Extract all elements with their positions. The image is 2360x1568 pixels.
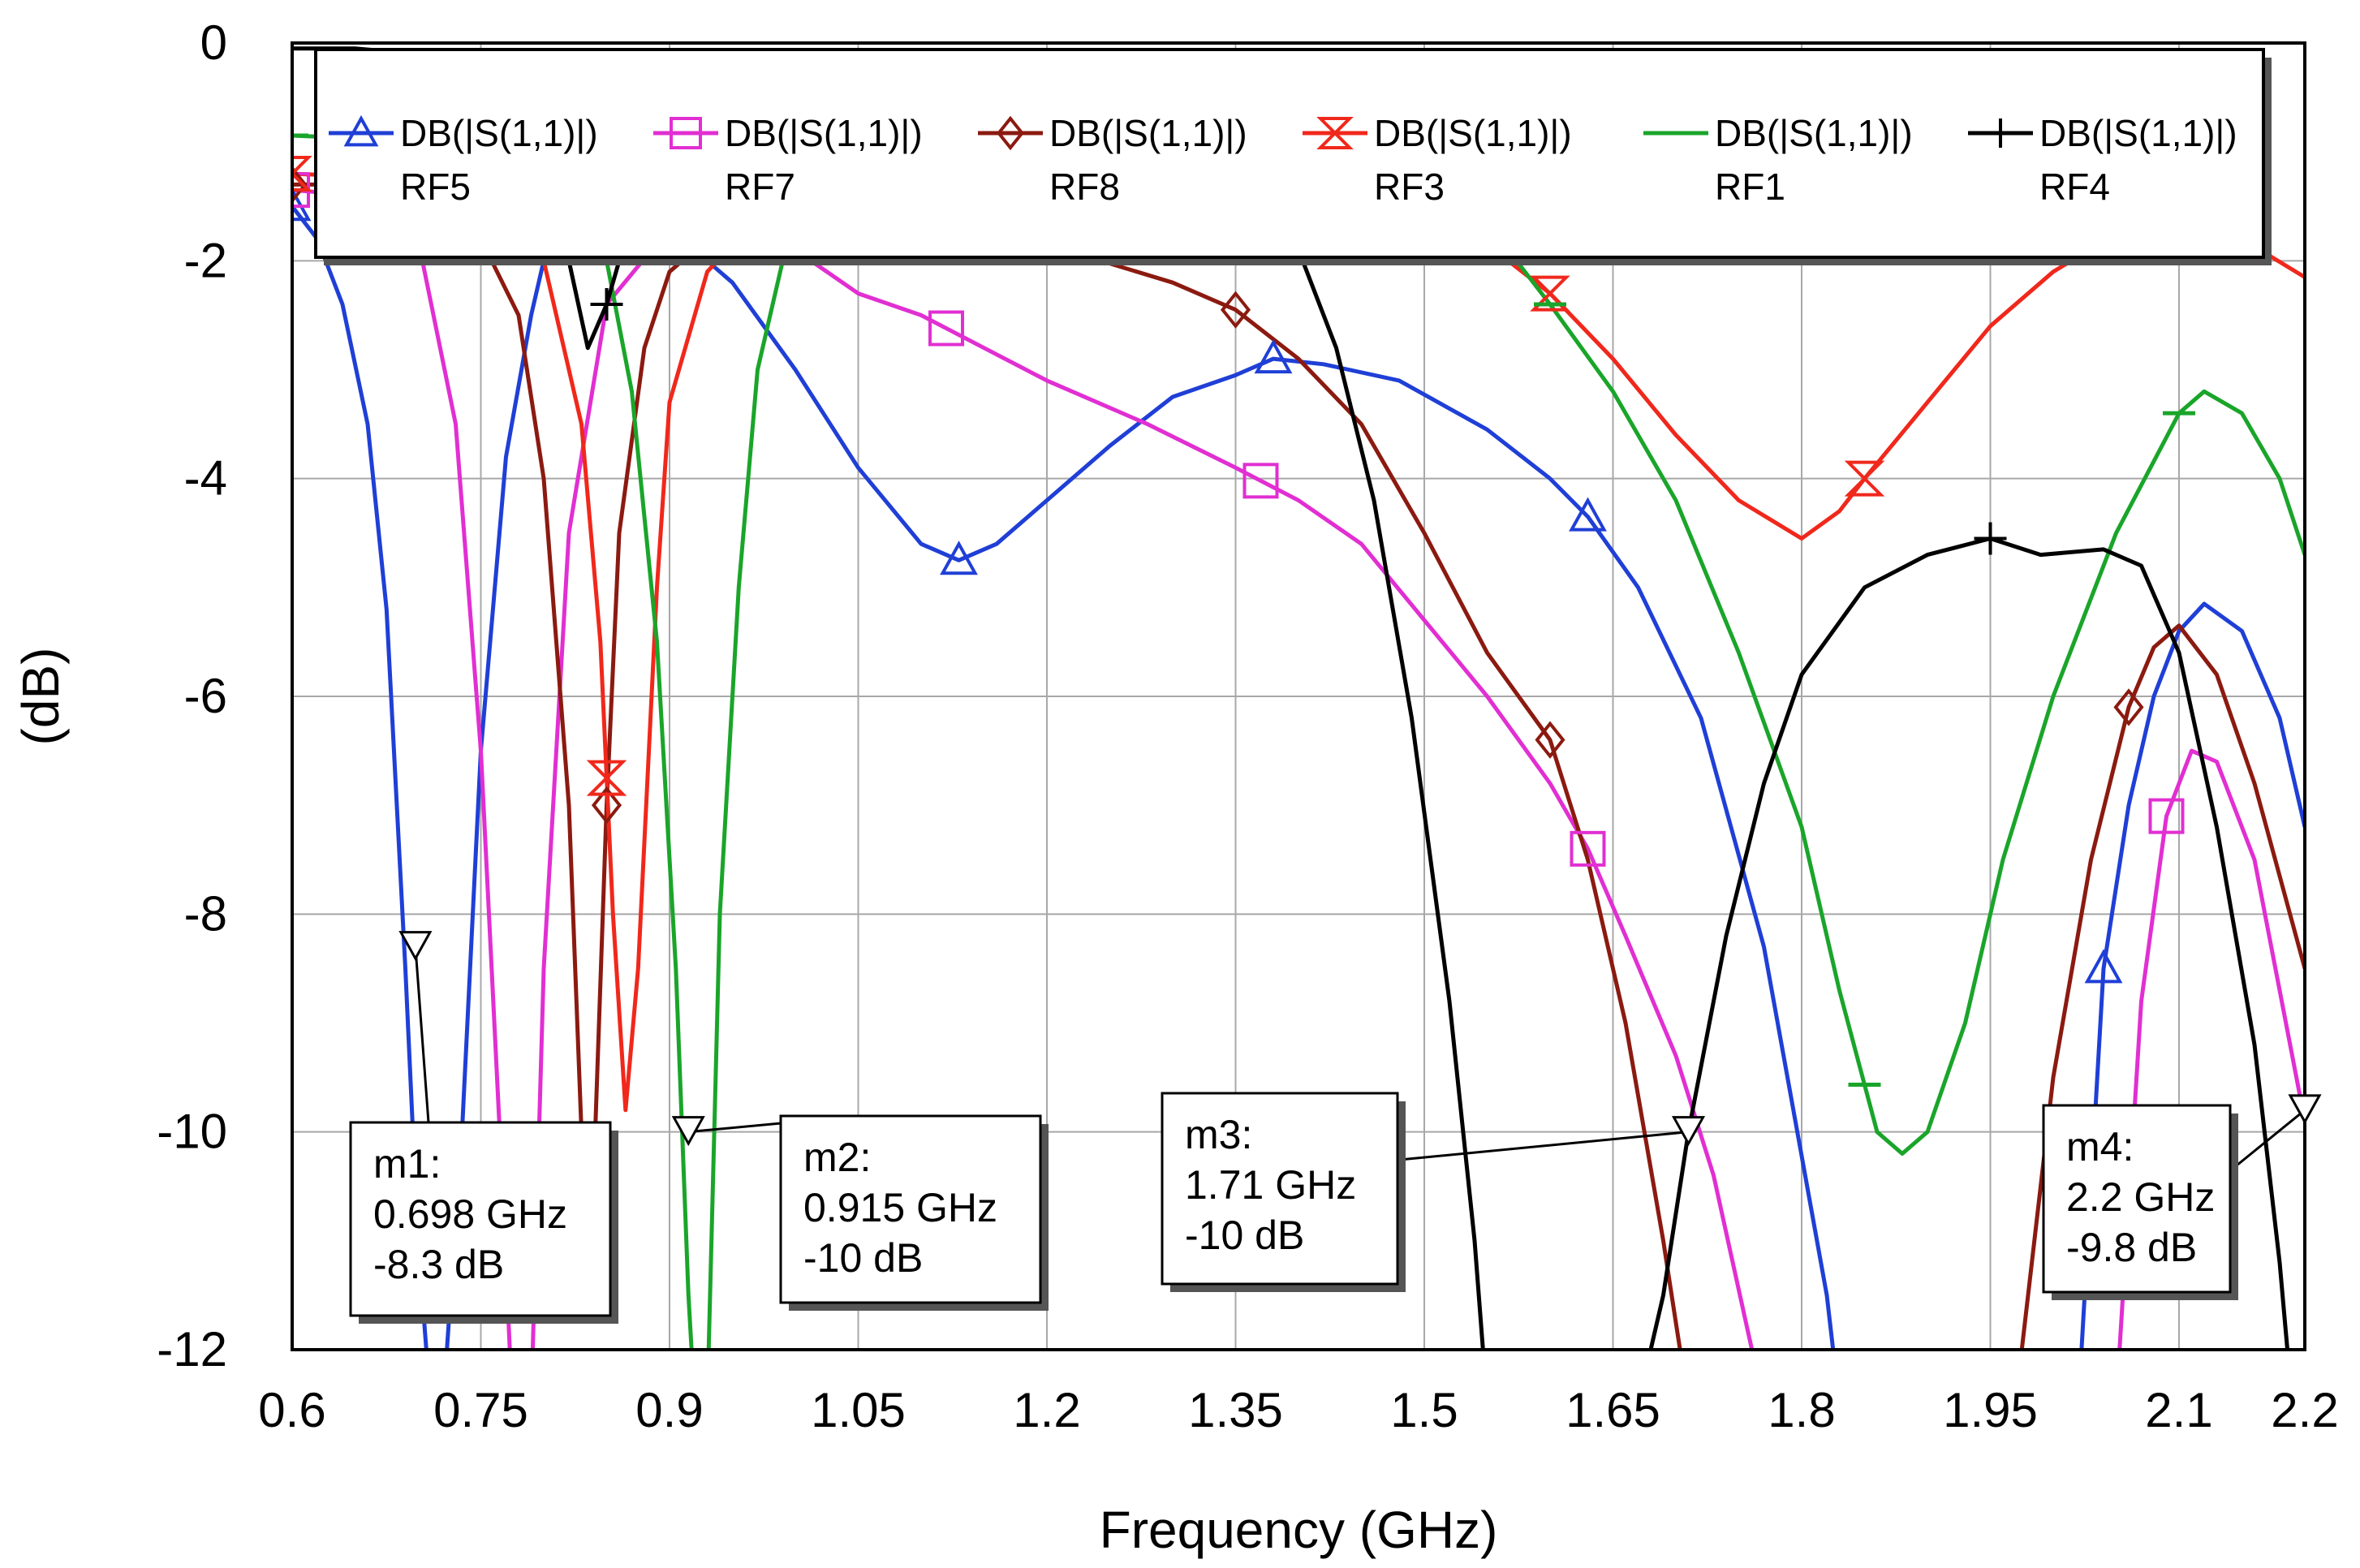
legend-label: DB(|S(1,1)|) [725,112,923,154]
series-marker-rf8 [591,786,622,825]
marker-pointer [398,931,433,962]
y-axis-ticks: 0 -2 -4 -6 -8 -10 -12 [157,15,227,1376]
series-line-rf7 [292,187,2305,1350]
marker-callout-box [2042,1104,2232,1294]
series-marker-rf7 [2148,798,2185,834]
series-marker-rf5 [2084,949,2123,984]
legend-marker-rf5 [343,114,379,147]
marker-pointer [671,1116,705,1147]
series-marker-rf4 [292,43,308,65]
legend-label: DB(|S(1,1)|) [1374,112,1572,154]
marker-callout-box [1161,1092,1399,1286]
data-marker-layer [292,43,2195,1088]
legend-label: DB(|S(1,1)|) [2039,112,2237,154]
series-marker-rf4 [590,288,623,321]
marker-callout-box [779,1114,1042,1304]
marker-leader-line [1397,1131,1689,1161]
marker-callout-value: -8.3 dB [373,1242,504,1287]
marker-callout-name: m1: [373,1141,441,1187]
marker-leader-line [414,946,430,1123]
legend-label: DB(|S(1,1)|) [400,112,598,154]
legend-marker-rf3 [1316,117,1354,149]
legend: DB(|S(1,1)|) RF5 DB(|S(1,1)|) RF7 DB(|S(1,1)… [314,48,2272,265]
x-tick-label: 1.8 [1768,1383,1835,1437]
series-marker-rf8 [292,166,308,204]
y-axis-title: (dB) [11,648,70,746]
y-tick-label: -6 [184,669,227,723]
x-tick-label: 1.65 [1565,1383,1660,1437]
series-marker-rf3 [1844,460,1885,497]
marker-callout-value: -10 dB [1185,1213,1304,1258]
legend-marker-rf7 [670,117,702,149]
series-marker-rf8 [1220,291,1251,329]
marker-pointer [2288,1094,2322,1125]
y-tick-label: -12 [157,1322,227,1376]
x-tick-label: 2.1 [2145,1383,2212,1437]
marker-callout-frequency: 1.71 GHz [1185,1162,1356,1208]
series-marker-rf3 [586,760,627,796]
legend-marker-rf4 [1986,118,2015,148]
y-tick-label: -8 [184,886,227,941]
y-tick-label: 0 [200,15,227,70]
x-tick-label: 0.9 [635,1383,703,1437]
x-tick-label: 0.6 [258,1383,325,1437]
legend-series-name: RF1 [1715,166,1785,208]
series-marker-rf4 [1974,522,2007,555]
legend-series-name: RF7 [725,166,795,208]
x-tick-label: 1.5 [1390,1383,1458,1437]
legend-label: DB(|S(1,1)|) [1715,112,1913,154]
series-line-rf4 [292,46,2290,1350]
series-marker-rf5 [940,541,978,575]
marker-leader-line [2229,1109,2306,1172]
legend-box [314,48,2265,259]
marker-callout-frequency: 0.698 GHz [373,1191,567,1237]
marker-callout-box [349,1121,612,1317]
marker-callout-value: -10 dB [803,1235,923,1281]
series-marker-rf5 [1569,497,1607,532]
x-tick-label: 0.75 [433,1383,528,1437]
y-tick-label: -4 [184,451,227,506]
series-marker-rf3 [292,156,312,192]
x-axis-ticks: 0.6 0.75 0.9 1.05 1.2 1.35 1.5 1.65 1.8 1.95 2.1 2.… [258,1383,2338,1437]
marker-callout-frequency: 2.2 GHz [2066,1174,2215,1220]
y-tick-label: -10 [157,1105,227,1159]
x-tick-label: 1.05 [811,1383,906,1437]
marker-callout-name: m4: [2066,1124,2134,1170]
x-tick-label: 1.35 [1188,1383,1283,1437]
y-tick-label: -2 [184,233,227,287]
series-line-rf8 [292,182,2305,1350]
marker-callouts: m1:0.698 GHz -8.3 dB m2: 0.915 GHz -10 dB m3:… [349,931,2322,1324]
series-marker-rf7 [1242,463,1279,499]
series-marker-rf3 [1530,275,1570,312]
legend-series-name: RF5 [400,166,471,208]
x-tick-label: 2.2 [2271,1383,2338,1437]
series-marker-rf8 [1535,721,1565,759]
marker-pointer [1671,1116,1706,1147]
marker-callout-name: m3: [1185,1112,1252,1157]
series-marker-rf5 [1254,338,1293,374]
plot-frame [291,41,2306,1351]
x-tick-label: 1.95 [1943,1383,2038,1437]
legend-series-name: RF4 [2039,166,2110,208]
x-tick-label: 1.2 [1013,1383,1080,1437]
legend-series-name: RF8 [1049,166,1120,208]
legend-series-name: RF3 [1374,166,1445,208]
series-marker-rf8 [2113,688,2144,726]
legend-label: DB(|S(1,1)|) [1049,112,1247,154]
series-marker-rf7 [928,310,964,347]
marker-callout-value: -9.8 dB [2066,1225,2197,1270]
marker-callout-frequency: 0.915 GHz [803,1185,997,1230]
x-axis-title: Frequency (GHz) [1100,1501,1498,1559]
marker-callout-name: m2: [803,1135,871,1180]
legend-marker-rf8 [997,115,1024,151]
series-marker-rf7 [1570,830,1606,867]
